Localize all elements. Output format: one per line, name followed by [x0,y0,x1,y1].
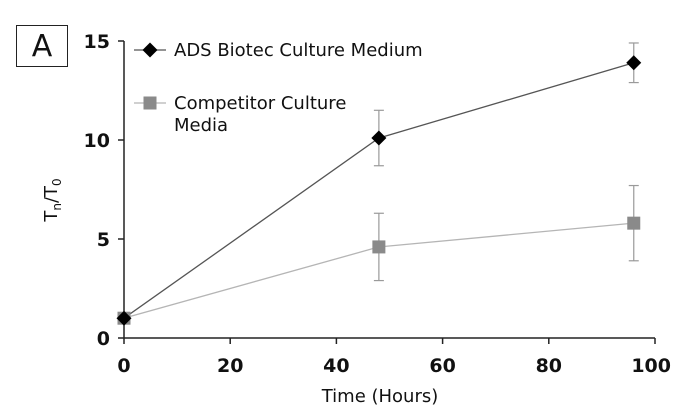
legend-marker-0 [142,42,158,58]
panel-label: A [16,25,68,67]
axes [123,41,655,339]
x-tick-label: 0 [117,355,130,377]
y-label-main: T [41,210,62,223]
y-tick-label: 0 [97,328,110,350]
y-axis-label: Tn/T0 [41,178,64,222]
data-point-0 [116,310,132,326]
y-label-sub-num: n [50,203,64,211]
series-layer [116,42,642,326]
data-point-1 [627,216,641,230]
x-tick-label: 100 [631,355,671,377]
x-axis-label: Time (Hours) [321,386,439,407]
x-tick-label: 20 [217,355,243,377]
x-tick-label: 80 [536,355,562,377]
legend-marker-1 [143,96,157,110]
data-point-1 [372,240,386,254]
legend-label-1: Media [174,115,228,136]
x-tick-label: 40 [323,355,349,377]
x-tick-label: 60 [429,355,455,377]
legend-label-0: ADS Biotec Culture Medium [174,40,423,61]
y-label-sub-den: 0 [50,178,64,186]
y-tick-label: 10 [84,130,110,152]
ticks: 0 5 10 15 0 20 40 60 80 100 [84,31,671,377]
data-point-0 [626,55,642,71]
legend: ADS Biotec Culture Medium Competitor Cult… [134,40,423,136]
y-label-sep: /T [41,185,62,203]
y-tick-label: 15 [84,31,110,53]
y-tick-label: 5 [97,229,110,251]
legend-label-1: Competitor Culture [174,93,346,114]
data-point-0 [371,130,387,146]
